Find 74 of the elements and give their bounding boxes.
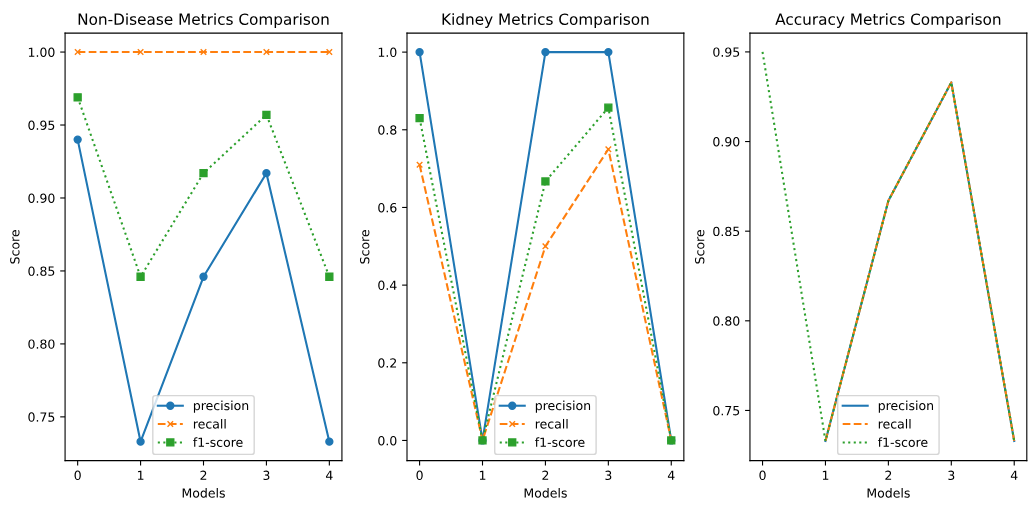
point bbox=[541, 242, 549, 250]
legend-label: f1-score bbox=[193, 437, 243, 447]
point bbox=[541, 47, 550, 57]
point bbox=[262, 48, 270, 56]
y-tick-label: 1.00 bbox=[28, 47, 55, 57]
chart-title: Kidney Metrics Comparison bbox=[442, 13, 649, 28]
y-tick-label: 0.85 bbox=[713, 226, 740, 237]
point bbox=[325, 48, 333, 56]
y-axis-title: Score bbox=[359, 230, 370, 264]
y-tick-label: 0.95 bbox=[713, 47, 740, 57]
x-axis-title: Models bbox=[524, 488, 567, 498]
y-tick-label: 0.95 bbox=[28, 120, 55, 130]
legend-label: precision bbox=[193, 400, 249, 413]
x-tick-label: 1 bbox=[479, 470, 486, 480]
x-tick-label: 4 bbox=[667, 470, 675, 480]
y-tick-label: 0.8 bbox=[378, 125, 397, 135]
point bbox=[325, 437, 334, 446]
x-tick-label: 2 bbox=[200, 470, 207, 480]
y-tick-label: 0.4 bbox=[378, 280, 397, 291]
point bbox=[74, 48, 82, 56]
x-tick-label: 0 bbox=[759, 470, 766, 481]
point bbox=[200, 48, 207, 56]
point bbox=[73, 135, 82, 144]
x-tick-label: 4 bbox=[1010, 470, 1018, 480]
point bbox=[604, 145, 612, 153]
y-tick-label: 0.2 bbox=[378, 358, 397, 368]
legend-label: f1-score bbox=[877, 437, 928, 447]
x-tick-label: 3 bbox=[948, 470, 955, 481]
legend-label: recall bbox=[878, 418, 911, 429]
point bbox=[604, 103, 613, 112]
legend-label: recall bbox=[535, 418, 568, 429]
x-tick-label: 1 bbox=[137, 470, 144, 480]
x-tick-label: 0 bbox=[74, 470, 81, 481]
x-axis-title: Models bbox=[867, 488, 910, 498]
x-tick-label: 1 bbox=[822, 470, 829, 480]
x-tick-label: 2 bbox=[885, 470, 892, 480]
point bbox=[262, 169, 271, 178]
point bbox=[199, 169, 208, 178]
x-tick-label: 3 bbox=[263, 470, 270, 481]
legend-label: precision bbox=[878, 400, 934, 413]
point bbox=[136, 437, 145, 446]
point bbox=[136, 272, 145, 281]
point bbox=[604, 47, 613, 57]
legend-label: recall bbox=[193, 418, 226, 429]
y-tick-label: 0.80 bbox=[713, 316, 740, 326]
point bbox=[325, 272, 334, 281]
point bbox=[137, 48, 145, 56]
point bbox=[415, 113, 424, 123]
y-axis-title: Score bbox=[10, 230, 20, 264]
chart-title: Non-Disease Metrics Comparison bbox=[78, 13, 329, 28]
point bbox=[262, 110, 271, 119]
point bbox=[73, 93, 82, 102]
y-axis-title: Score bbox=[694, 230, 705, 264]
y-tick-label: 0.75 bbox=[713, 405, 740, 416]
point bbox=[541, 177, 550, 186]
legend-label: precision bbox=[535, 400, 591, 413]
y-tick-label: 0.75 bbox=[28, 412, 55, 422]
point bbox=[416, 161, 424, 169]
y-tick-label: 0.6 bbox=[378, 202, 397, 213]
y-tick-label: 0.85 bbox=[28, 266, 55, 276]
y-tick-label: 0.0 bbox=[378, 435, 397, 446]
point bbox=[415, 47, 424, 57]
x-tick-label: 4 bbox=[325, 470, 333, 480]
y-tick-label: 1.0 bbox=[378, 47, 397, 58]
point bbox=[199, 272, 208, 281]
chart-title: Accuracy Metrics Comparison bbox=[775, 13, 1001, 28]
x-tick-label: 3 bbox=[605, 470, 612, 481]
x-axis-title: Models bbox=[182, 488, 225, 498]
y-tick-label: 0.80 bbox=[28, 339, 55, 349]
x-tick-label: 0 bbox=[416, 470, 423, 481]
legend-label: f1-score bbox=[535, 437, 585, 447]
y-tick-label: 0.90 bbox=[713, 137, 740, 147]
x-tick-label: 2 bbox=[542, 470, 549, 480]
y-tick-label: 0.90 bbox=[28, 193, 55, 203]
